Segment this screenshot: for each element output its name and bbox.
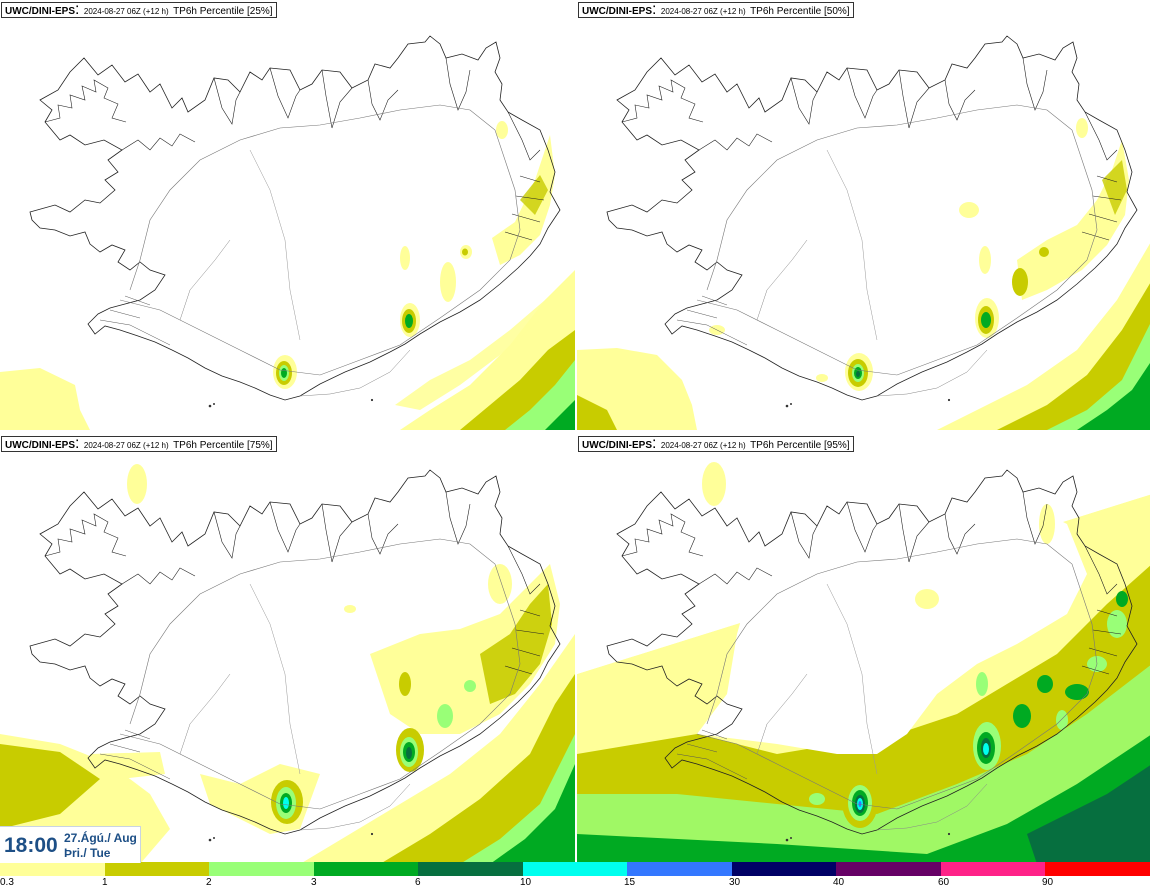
field-description: TP6h Percentile [50%] xyxy=(750,6,850,17)
panel-title: UWC/DINI-EPS: 2024-08-27 06Z (+12 h) TP6… xyxy=(1,436,277,452)
legend-swatch xyxy=(731,862,837,876)
panel-divider-horizontal xyxy=(0,431,1150,434)
legend-swatch xyxy=(0,862,105,876)
legend-label: 30 xyxy=(729,877,741,888)
run-time: 2024-08-27 06Z (+12 h) xyxy=(83,441,169,450)
field-description: TP6h Percentile [75%] xyxy=(173,440,273,451)
legend-swatch xyxy=(522,862,628,876)
legend-swatch xyxy=(940,862,1046,876)
map-panel-p75: UWC/DINI-EPS: 2024-08-27 06Z (+12 h) TP6… xyxy=(0,434,575,864)
run-time: 2024-08-27 06Z (+12 h) xyxy=(660,7,746,16)
run-time: 2024-08-27 06Z (+12 h) xyxy=(83,7,169,16)
separator: : xyxy=(652,1,661,18)
legend-label: 40 xyxy=(833,877,845,888)
separator: : xyxy=(75,435,84,452)
valid-time: 18:00 xyxy=(4,834,58,857)
legend-label: 6 xyxy=(415,877,421,888)
map-canvas xyxy=(0,35,575,430)
legend-label: 15 xyxy=(624,877,636,888)
separator: : xyxy=(652,435,661,452)
model-source: UWC/DINI-EPS xyxy=(5,440,75,451)
legend-label: 90 xyxy=(1042,877,1054,888)
valid-weekday: Þri./ Tue xyxy=(64,846,111,860)
legend-label: 60 xyxy=(938,877,950,888)
map-canvas xyxy=(577,434,1150,864)
legend-swatch xyxy=(418,862,523,876)
run-time: 2024-08-27 06Z (+12 h) xyxy=(660,441,746,450)
model-source: UWC/DINI-EPS xyxy=(582,6,652,17)
legend-swatch xyxy=(627,862,732,876)
legend-swatch xyxy=(313,862,419,876)
panel-title: UWC/DINI-EPS: 2024-08-27 06Z (+12 h) TP6… xyxy=(1,2,277,18)
legend-label: 10 xyxy=(520,877,532,888)
map-panel-p25: UWC/DINI-EPS: 2024-08-27 06Z (+12 h) TP6… xyxy=(0,0,575,430)
separator: : xyxy=(75,1,84,18)
field-description: TP6h Percentile [95%] xyxy=(750,440,850,451)
model-source: UWC/DINI-EPS xyxy=(5,6,75,17)
map-panel-p50: UWC/DINI-EPS: 2024-08-27 06Z (+12 h) TP6… xyxy=(577,0,1150,430)
map-canvas xyxy=(0,464,575,864)
field-description: TP6h Percentile [25%] xyxy=(173,6,273,17)
map-canvas xyxy=(577,35,1150,430)
panel-title: UWC/DINI-EPS: 2024-08-27 06Z (+12 h) TP6… xyxy=(578,436,854,452)
legend-labels: 0.3 1 2 3 6 10 15 30 40 60 90 xyxy=(0,877,1150,891)
legend-swatch xyxy=(104,862,210,876)
legend-label: 1 xyxy=(102,877,108,888)
legend-label: 0.3 xyxy=(0,877,14,888)
legend-color-bar xyxy=(0,862,1150,876)
legend-label: 3 xyxy=(311,877,317,888)
valid-date: 27.Ágú./ Aug xyxy=(64,831,137,845)
model-source: UWC/DINI-EPS xyxy=(582,440,652,451)
legend-swatch xyxy=(836,862,941,876)
legend-swatch xyxy=(209,862,314,876)
map-panel-p95: UWC/DINI-EPS: 2024-08-27 06Z (+12 h) TP6… xyxy=(577,434,1150,864)
panel-title: UWC/DINI-EPS: 2024-08-27 06Z (+12 h) TP6… xyxy=(578,2,854,18)
legend-swatch xyxy=(1045,862,1150,876)
precipitation-legend: 0.3 1 2 3 6 10 15 30 40 60 90 xyxy=(0,862,1150,891)
legend-label: 2 xyxy=(206,877,212,888)
valid-time-box: 18:00 27.Ágú./ Aug Þri./ Tue xyxy=(0,826,141,863)
